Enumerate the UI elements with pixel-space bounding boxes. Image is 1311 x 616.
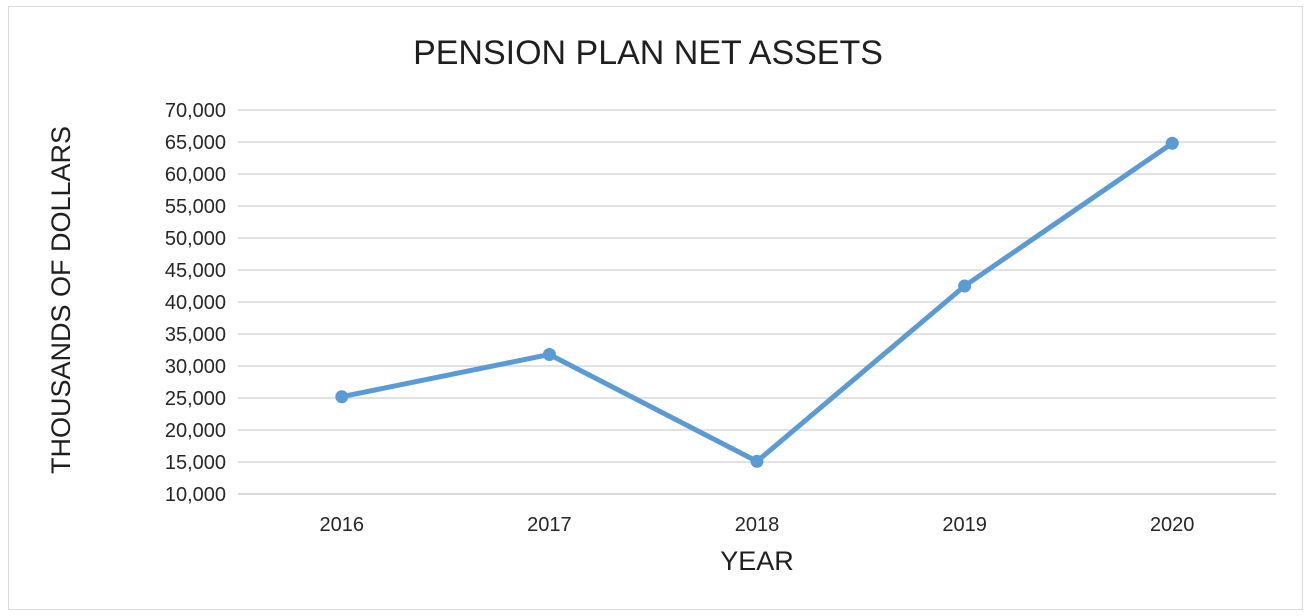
chart-frame bbox=[8, 6, 1303, 610]
gridlines bbox=[238, 109, 1276, 495]
data-point bbox=[335, 390, 349, 404]
x-axis-tick-labels: 2016 2017 2018 2019 2020 bbox=[320, 514, 1195, 536]
y-tick-label: 10,000 bbox=[165, 484, 226, 506]
data-point bbox=[1165, 136, 1179, 150]
y-tick-label: 70,000 bbox=[165, 100, 226, 122]
x-tick-label: 2017 bbox=[527, 514, 572, 536]
data-point bbox=[958, 279, 972, 293]
y-tick-label: 60,000 bbox=[165, 164, 226, 186]
y-tick-label: 15,000 bbox=[165, 452, 226, 474]
y-tick-label: 50,000 bbox=[165, 228, 226, 250]
x-tick-label: 2020 bbox=[1150, 514, 1195, 536]
x-tick-label: 2018 bbox=[735, 514, 780, 536]
y-axis-tick-labels: 10,000 15,000 20,000 25,000 30,000 35,000 40,0… bbox=[165, 100, 226, 506]
data-point bbox=[750, 454, 764, 468]
x-tick-label: 2016 bbox=[320, 514, 365, 536]
y-tick-label: 20,000 bbox=[165, 420, 226, 442]
y-tick-label: 25,000 bbox=[165, 388, 226, 410]
x-tick-label: 2019 bbox=[942, 514, 987, 536]
y-tick-label: 30,000 bbox=[165, 356, 226, 378]
y-tick-label: 35,000 bbox=[165, 324, 226, 346]
y-tick-label: 45,000 bbox=[165, 260, 226, 282]
y-axis-title: THOUSANDS OF DOLLARS bbox=[46, 126, 76, 474]
y-tick-label: 65,000 bbox=[165, 132, 226, 154]
y-tick-label: 55,000 bbox=[165, 196, 226, 218]
series-layer bbox=[335, 136, 1179, 468]
x-axis-title: YEAR bbox=[720, 546, 794, 576]
chart-title: PENSION PLAN NET ASSETS bbox=[413, 34, 883, 72]
data-point bbox=[542, 347, 556, 361]
y-tick-label: 40,000 bbox=[165, 292, 226, 314]
